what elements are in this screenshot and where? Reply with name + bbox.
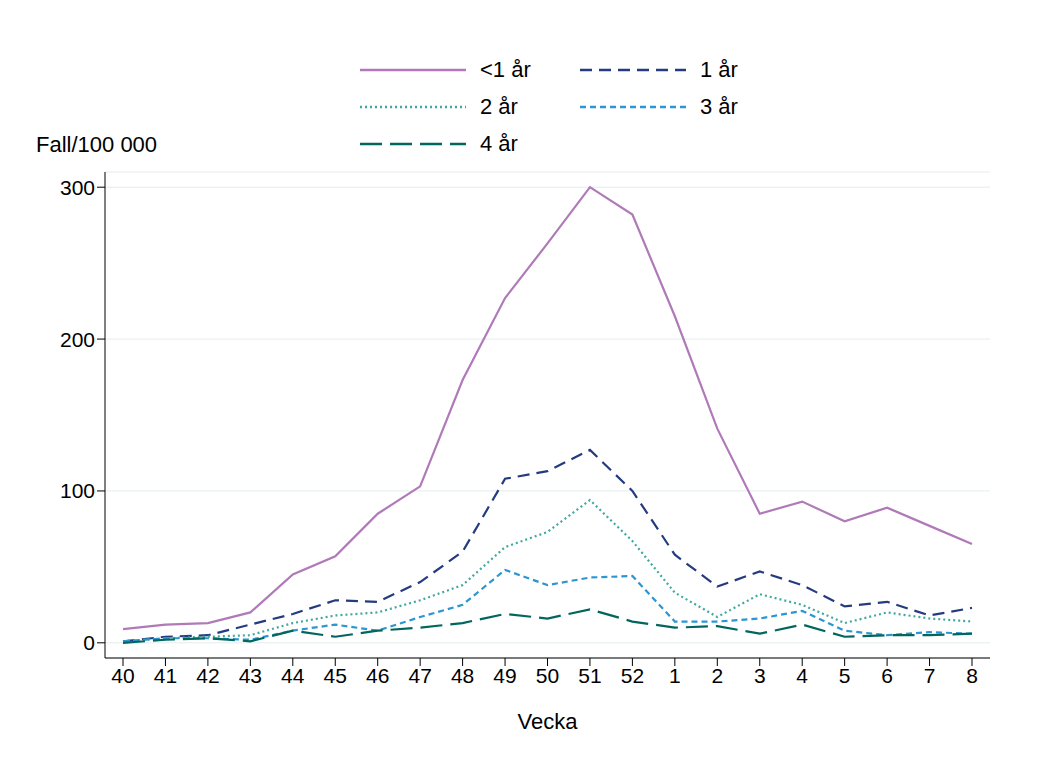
- svg-text:45: 45: [324, 664, 347, 687]
- svg-text:7: 7: [924, 664, 936, 687]
- html-text:1 år: 1 år: [700, 57, 738, 82]
- svg-text:46: 46: [366, 664, 389, 687]
- svg-text:3: 3: [754, 664, 766, 687]
- html-text:3 år: 3 år: [700, 94, 738, 119]
- svg-text:41: 41: [154, 664, 177, 687]
- svg-text:2: 2: [711, 664, 723, 687]
- svg-text:42: 42: [196, 664, 219, 687]
- svg-text:200: 200: [60, 328, 95, 351]
- svg-text:8: 8: [966, 664, 978, 687]
- html-text:<1 år: <1 år: [480, 57, 531, 82]
- svg-text:52: 52: [621, 664, 644, 687]
- svg-text:48: 48: [451, 664, 474, 687]
- html-text:2 år: 2 år: [480, 94, 518, 119]
- svg-text:49: 49: [493, 664, 516, 687]
- svg-text:4: 4: [796, 664, 808, 687]
- svg-text:50: 50: [536, 664, 559, 687]
- html-text:4 år: 4 år: [480, 131, 518, 156]
- svg-text:Vecka: Vecka: [518, 709, 579, 734]
- svg-text:47: 47: [408, 664, 431, 687]
- svg-text:300: 300: [60, 176, 95, 199]
- svg-text:40: 40: [111, 664, 134, 687]
- svg-text:43: 43: [239, 664, 262, 687]
- svg-text:51: 51: [578, 664, 601, 687]
- html-text:Fall/100 000: Fall/100 000: [36, 132, 158, 157]
- svg-text:1: 1: [669, 664, 681, 687]
- svg-text:100: 100: [60, 479, 95, 502]
- svg-text:6: 6: [881, 664, 893, 687]
- svg-text:44: 44: [281, 664, 305, 687]
- svg-text:0: 0: [83, 631, 95, 654]
- svg-text:5: 5: [839, 664, 851, 687]
